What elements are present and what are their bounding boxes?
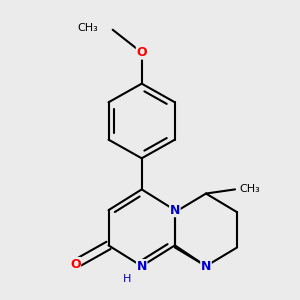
Text: N: N xyxy=(201,260,211,273)
Text: CH₃: CH₃ xyxy=(239,184,260,194)
Text: CH₃: CH₃ xyxy=(77,23,98,33)
Text: O: O xyxy=(70,257,81,271)
Text: N: N xyxy=(170,204,180,217)
Text: O: O xyxy=(136,46,147,59)
Text: N: N xyxy=(136,260,147,273)
Text: H: H xyxy=(123,274,131,284)
